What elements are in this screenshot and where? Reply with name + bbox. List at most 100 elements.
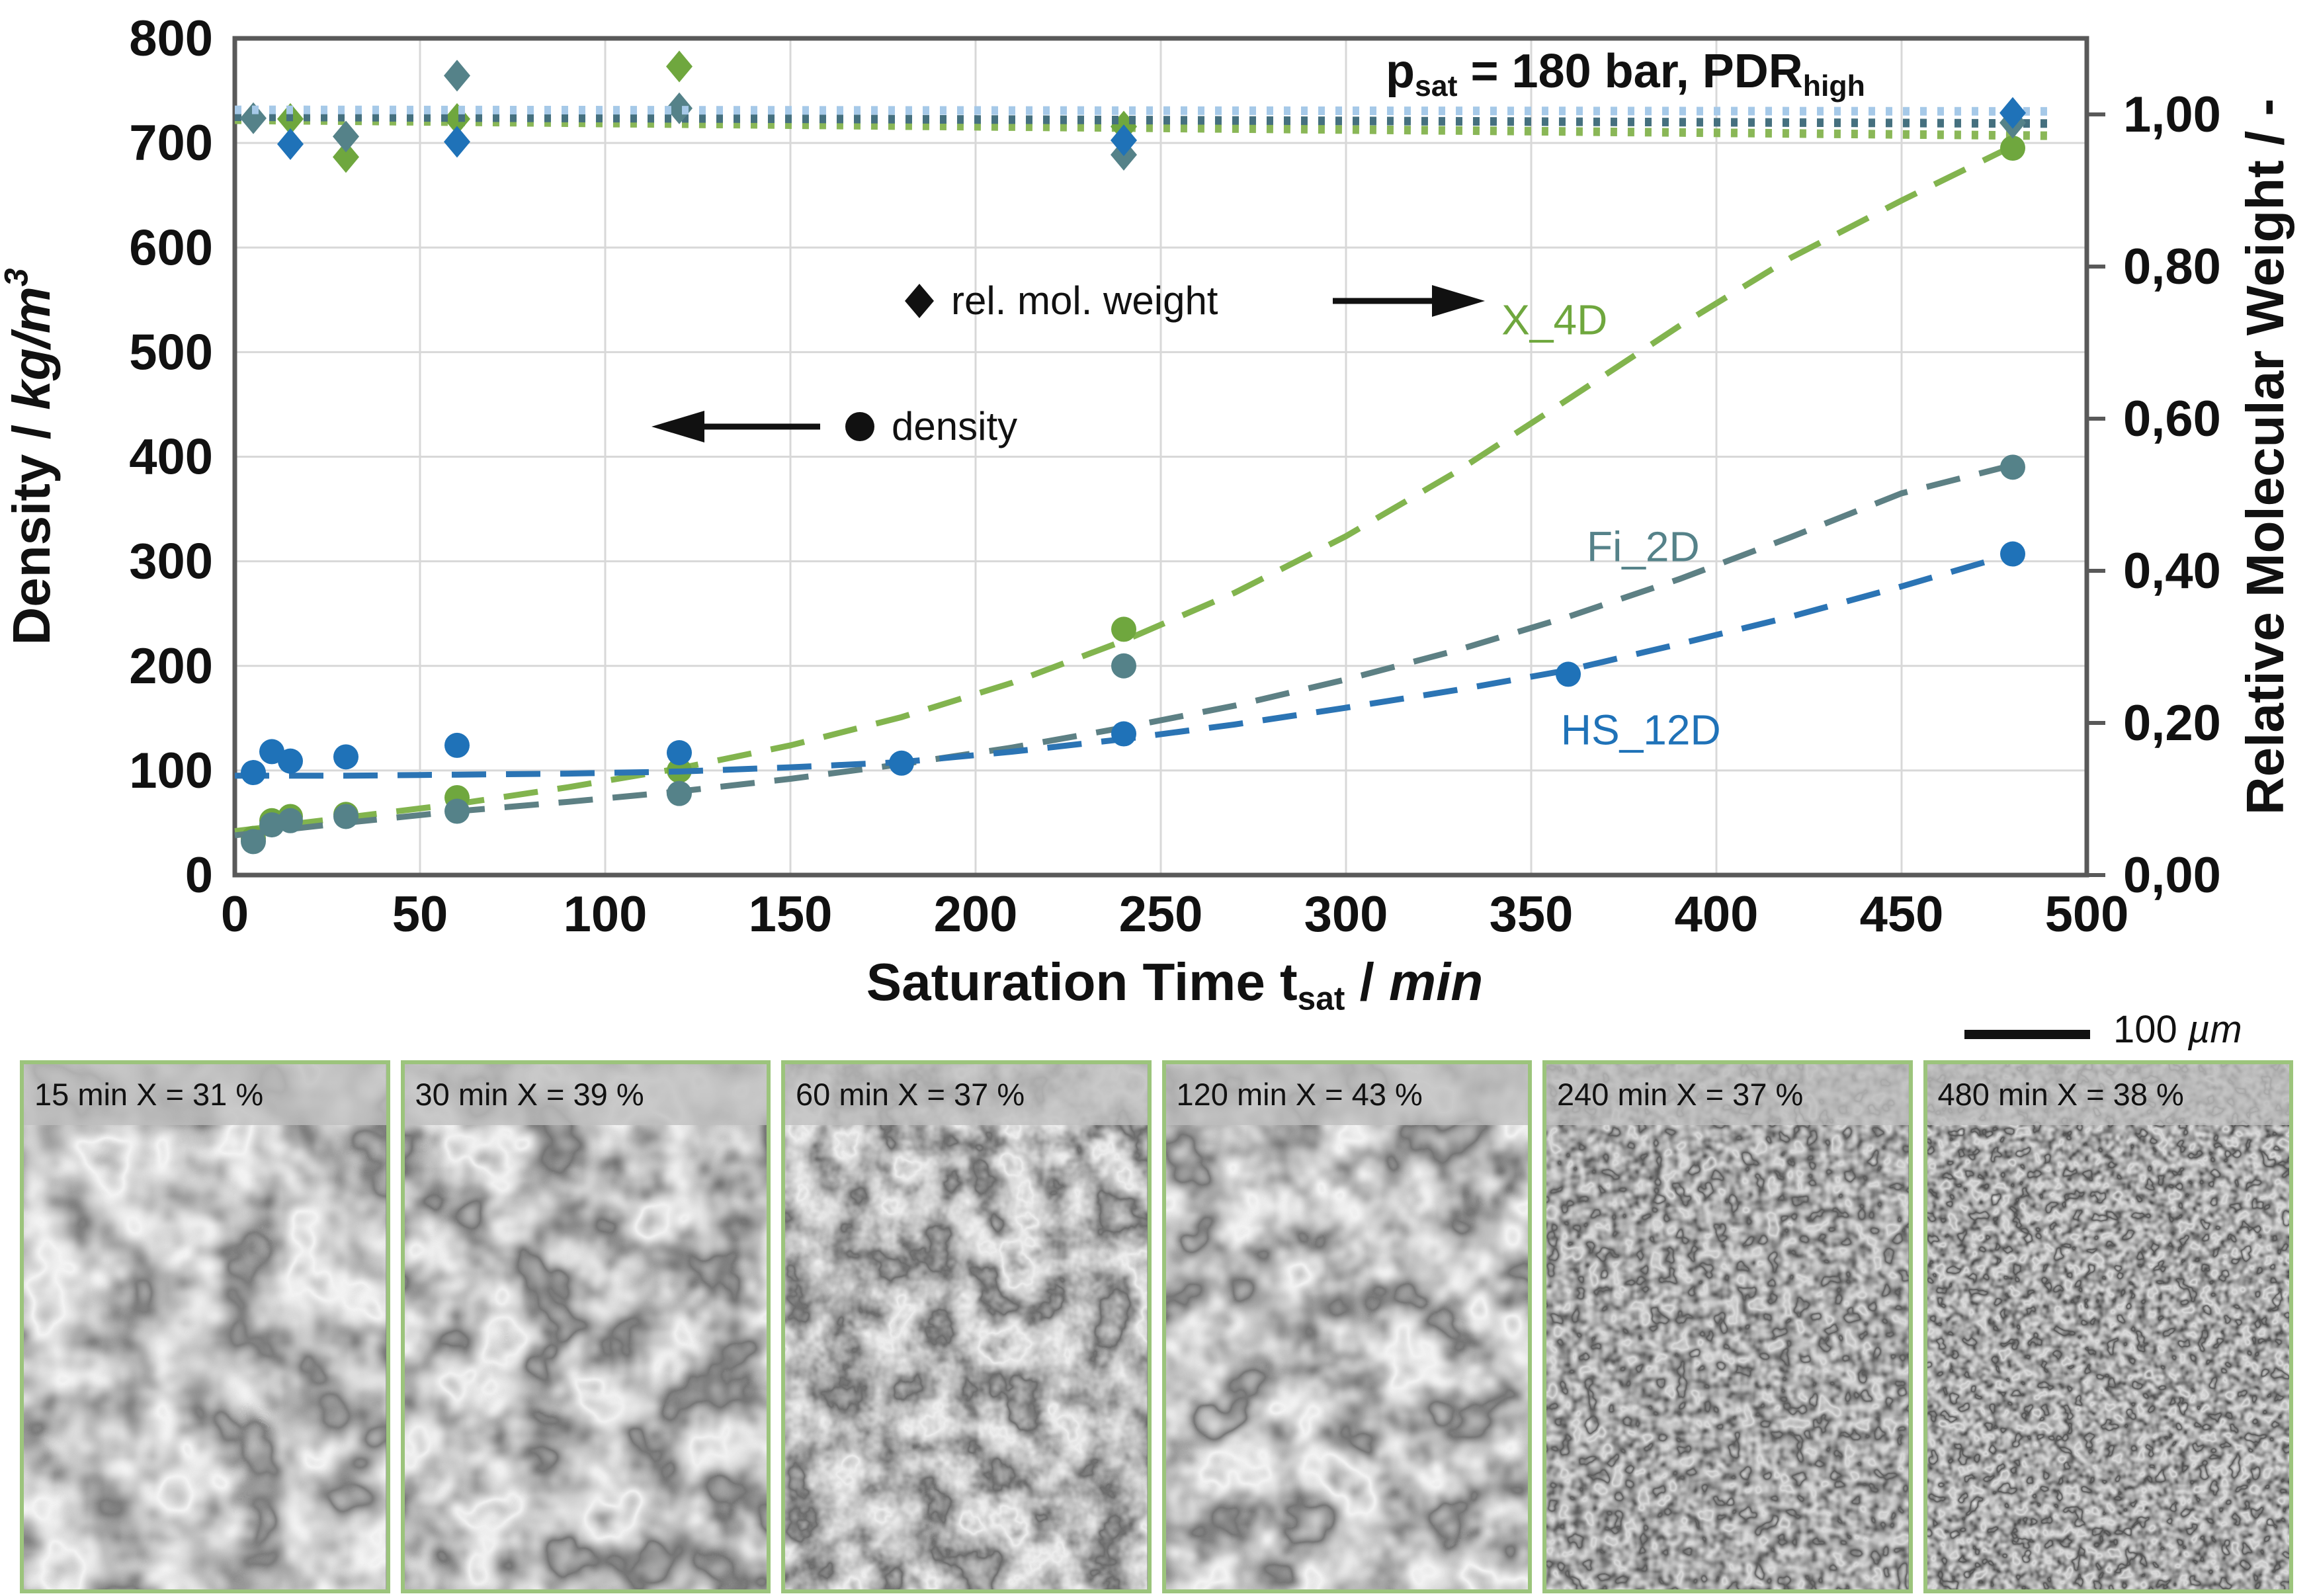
molweight-point-HS_12D xyxy=(277,128,304,160)
density-point-HS_12D xyxy=(333,744,358,770)
density-point-HS_12D xyxy=(1111,721,1136,747)
y-right-tick: 0,00 xyxy=(2123,847,2221,903)
density-point-Fi_2D xyxy=(667,780,692,806)
density-point-X_4D xyxy=(1111,616,1136,642)
molweight-point-Fi_2D xyxy=(666,92,693,124)
chart-svg: X_4DFi_2DHS_12D0100200300400500600700800… xyxy=(0,11,2294,1017)
y-left-tick: 700 xyxy=(129,115,213,171)
y-left-tick: 400 xyxy=(129,429,213,485)
density-point-HS_12D xyxy=(241,760,266,786)
density-point-HS_12D xyxy=(889,750,914,776)
series-label-Fi_2D: Fi_2D xyxy=(1587,523,1700,571)
molweight-trendline-HS_12D xyxy=(234,105,2050,116)
legend-left-arrow-icon xyxy=(652,411,704,442)
molweight-point-Fi_2D xyxy=(240,102,267,134)
density-trendline-Fi_2D xyxy=(234,462,2014,839)
sem-image xyxy=(404,1064,767,1589)
y-right-tick: 1,00 xyxy=(2123,87,2221,143)
micrograph-label: 30 min X = 39 % xyxy=(404,1064,767,1125)
scale-bar: 100 µm xyxy=(1958,995,2302,1058)
x-tick: 500 xyxy=(2045,886,2129,943)
y-left-tick: 800 xyxy=(129,11,213,67)
molweight-point-HS_12D xyxy=(444,126,470,158)
density-point-HS_12D xyxy=(1556,661,1581,687)
density-trendline-X_4D xyxy=(234,143,2014,835)
sem-image xyxy=(1165,1064,1528,1589)
density-point-Fi_2D xyxy=(278,808,303,833)
micrograph-panel: 120 min X = 43 % xyxy=(1161,1060,1532,1593)
series-label-X_4D: X_4D xyxy=(1501,296,1607,343)
chart-title: psat = 180 bar, PDRhigh xyxy=(1386,45,1865,103)
y-left-tick: 200 xyxy=(129,638,213,694)
density-point-Fi_2D xyxy=(2000,454,2025,480)
density-point-HS_12D xyxy=(444,732,470,758)
chart-area: X_4D Fi_2D HS_12D 0 100 200 300 400 500 600 700 800… xyxy=(0,11,2294,1017)
legend-right-arrow-icon xyxy=(1432,285,1485,317)
y-left-tick: 0 xyxy=(185,847,213,903)
x-tick: 100 xyxy=(564,886,648,943)
micrograph-label: 480 min X = 38 % xyxy=(1927,1064,2289,1125)
x-tick: 0 xyxy=(221,886,249,943)
density-point-Fi_2D xyxy=(1111,653,1136,679)
y-left-tick: 100 xyxy=(129,742,213,798)
x-tick: 200 xyxy=(934,886,1018,943)
x-axis-title: Saturation Time tsat / min xyxy=(866,952,1484,1017)
y-right-axis-title: Relative Molecular Weight / - xyxy=(2236,99,2294,815)
density-point-Fi_2D xyxy=(241,829,266,855)
scale-bar-line xyxy=(1964,1030,2090,1039)
x-tick: 400 xyxy=(1675,886,1759,943)
micrograph-label: 15 min X = 31 % xyxy=(24,1064,386,1125)
density-point-Fi_2D xyxy=(333,804,358,829)
y-left-tick: 300 xyxy=(129,533,213,589)
x-tick: 450 xyxy=(1860,886,1944,943)
y-left-tick: 600 xyxy=(129,220,213,276)
sem-image xyxy=(1546,1064,1909,1589)
micrograph-panel: 15 min X = 31 % xyxy=(20,1060,390,1593)
x-tick: 350 xyxy=(1490,886,1574,943)
molweight-point-Fi_2D xyxy=(333,120,359,153)
molweight-point-HS_12D xyxy=(1111,124,1137,157)
micrograph-panel: 480 min X = 38 % xyxy=(1923,1060,2293,1593)
y-left-axis-title: Density / kg/m3 xyxy=(0,268,61,645)
x-tick: 50 xyxy=(392,886,448,943)
density-point-HS_12D xyxy=(259,739,284,765)
density-point-HS_12D xyxy=(278,748,303,774)
y-right-tick: 0,60 xyxy=(2123,391,2221,447)
legend-density-label: density xyxy=(892,404,1017,448)
x-tick: 250 xyxy=(1119,886,1203,943)
micrograph-label: 240 min X = 37 % xyxy=(1546,1064,1909,1125)
sem-image xyxy=(785,1064,1148,1589)
micrograph-label: 120 min X = 43 % xyxy=(1165,1064,1528,1125)
y-right-tick: 0,40 xyxy=(2123,543,2221,599)
chart-series: X_4D Fi_2D HS_12D xyxy=(234,50,2050,855)
molweight-trendline-X_4D xyxy=(234,115,2050,140)
micrograph-panel: 30 min X = 39 % xyxy=(400,1060,771,1593)
y-right-tick: 0,80 xyxy=(2123,239,2221,295)
legend-molweight-label: rel. mol. weight xyxy=(951,278,1218,323)
molweight-point-HS_12D xyxy=(1999,97,2026,129)
chart-legend: rel. mol. weight density xyxy=(652,278,1485,448)
molweight-point-Fi_2D xyxy=(444,60,470,92)
legend-circle-icon xyxy=(845,412,874,441)
y-right-tick: 0,20 xyxy=(2123,695,2221,751)
series-HS_12D: HS_12D xyxy=(234,97,2050,786)
molweight-point-X_4D xyxy=(333,141,359,173)
legend-diamond-icon xyxy=(905,284,934,318)
chart-axes xyxy=(232,36,2089,878)
molweight-point-X_4D xyxy=(666,50,693,83)
density-point-HS_12D xyxy=(667,739,692,765)
y-left-tick: 500 xyxy=(129,324,213,380)
density-point-HS_12D xyxy=(2000,541,2025,567)
scale-bar-unit: µm xyxy=(2187,1008,2242,1051)
micrograph-label: 60 min X = 37 % xyxy=(785,1064,1148,1125)
density-point-Fi_2D xyxy=(444,798,470,824)
chart-tick-labels: 01002003004005006007008000,000,200,400,6… xyxy=(129,11,2221,943)
series-X_4D: X_4D xyxy=(234,50,2050,851)
micrograph-panel: 60 min X = 37 % xyxy=(781,1060,1152,1593)
micrograph-row: 15 min X = 31 % 30 min X = 39 % 60 min X… xyxy=(20,1060,2293,1593)
micrograph-panel: 240 min X = 37 % xyxy=(1542,1060,1913,1593)
scale-bar-label: 100 µm xyxy=(2113,1007,2242,1052)
sem-image xyxy=(1927,1064,2289,1589)
series-label-HS_12D: HS_12D xyxy=(1561,706,1721,753)
